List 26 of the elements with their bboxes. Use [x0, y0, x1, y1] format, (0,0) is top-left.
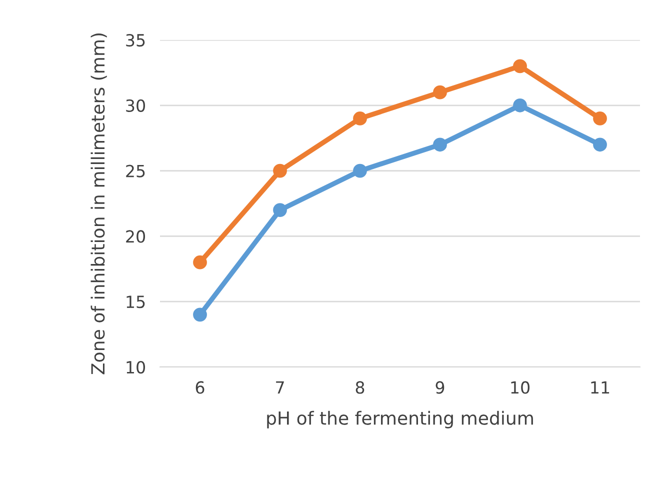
y-tick-label: 10	[126, 360, 146, 374]
point	[353, 112, 367, 126]
y-tick-label: 35	[126, 34, 145, 47]
point	[193, 308, 207, 322]
y-tick-label: 15	[126, 296, 145, 308]
y-tick-label: 20	[126, 230, 146, 243]
point	[273, 164, 287, 178]
x-tick-label: 8	[356, 381, 364, 394]
point	[353, 164, 367, 178]
point	[193, 255, 207, 270]
x-tick-label: 6	[196, 381, 204, 394]
x-axis-title: pH of the fermenting medium	[267, 410, 533, 428]
point	[433, 138, 447, 152]
point	[513, 98, 527, 112]
x-tick-label: 10	[511, 381, 530, 394]
x-tick-label: 11	[591, 381, 610, 394]
x-tick-label: 7	[276, 381, 284, 394]
x-tick-label: 9	[436, 381, 444, 394]
point	[513, 59, 527, 74]
point	[433, 85, 447, 100]
point	[273, 203, 287, 217]
point	[593, 138, 607, 152]
point	[593, 112, 607, 126]
y-tick-label: 25	[126, 164, 145, 178]
y-tick-label: 30	[126, 99, 146, 112]
y-axis-title: Zone of inhibition in millimeters (mm)	[90, 33, 107, 374]
